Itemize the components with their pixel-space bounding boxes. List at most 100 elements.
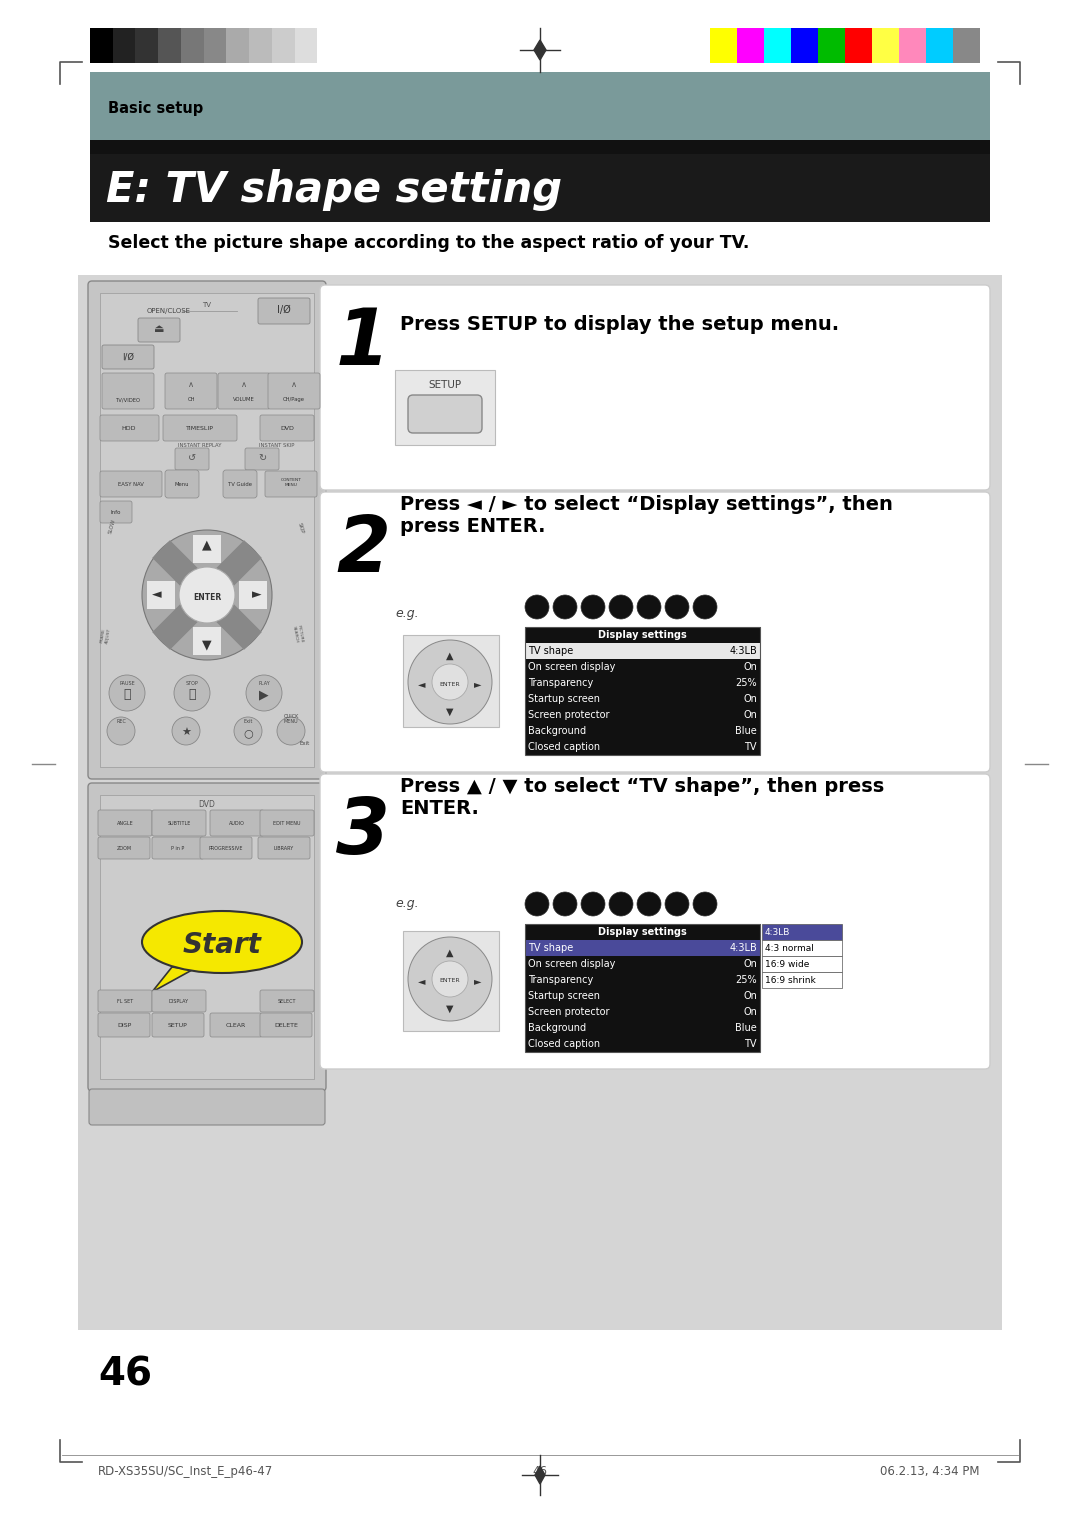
Circle shape xyxy=(581,892,605,915)
Circle shape xyxy=(172,717,200,746)
Text: Startup screen: Startup screen xyxy=(528,992,600,1001)
FancyBboxPatch shape xyxy=(260,1013,312,1038)
Text: SETUP: SETUP xyxy=(168,1024,188,1028)
FancyBboxPatch shape xyxy=(258,837,310,859)
Circle shape xyxy=(525,892,549,915)
Circle shape xyxy=(179,567,235,623)
Circle shape xyxy=(246,675,282,711)
Text: SKIP: SKIP xyxy=(297,521,305,533)
Text: ►: ► xyxy=(474,976,482,986)
Circle shape xyxy=(408,937,492,1021)
FancyBboxPatch shape xyxy=(100,501,132,523)
Text: HDD: HDD xyxy=(122,426,136,431)
Text: Background: Background xyxy=(528,1024,586,1033)
Bar xyxy=(227,28,249,63)
FancyBboxPatch shape xyxy=(163,416,237,442)
FancyBboxPatch shape xyxy=(152,1013,204,1038)
Bar xyxy=(525,723,760,740)
Bar xyxy=(239,581,267,610)
Bar xyxy=(90,141,990,154)
Text: CH/Page: CH/Page xyxy=(283,397,305,402)
Text: ▼: ▼ xyxy=(446,1004,454,1015)
Text: 46: 46 xyxy=(98,1355,152,1394)
Bar xyxy=(525,675,760,691)
Text: SLOW: SLOW xyxy=(108,518,117,533)
Bar xyxy=(112,28,135,63)
Text: ∧: ∧ xyxy=(241,380,247,390)
Text: CLEAR: CLEAR xyxy=(226,1024,246,1028)
Text: Blue: Blue xyxy=(735,726,757,736)
Bar xyxy=(764,28,791,63)
FancyBboxPatch shape xyxy=(89,1089,325,1125)
Text: On: On xyxy=(743,960,757,969)
Bar xyxy=(193,626,221,656)
Circle shape xyxy=(693,594,717,619)
Text: INSTANT REPLAY: INSTANT REPLAY xyxy=(178,443,221,448)
Text: On: On xyxy=(743,711,757,720)
Text: 3: 3 xyxy=(336,795,390,869)
Bar xyxy=(818,28,845,63)
Text: Startup screen: Startup screen xyxy=(528,694,600,704)
Text: ∧: ∧ xyxy=(291,380,297,390)
Text: SUBTITLE: SUBTITLE xyxy=(167,821,191,827)
FancyBboxPatch shape xyxy=(200,837,252,859)
Circle shape xyxy=(553,892,577,915)
Text: 25%: 25% xyxy=(735,975,757,986)
Text: 4:3LB: 4:3LB xyxy=(729,646,757,656)
Bar xyxy=(90,72,990,144)
FancyBboxPatch shape xyxy=(152,990,206,1012)
Text: ►: ► xyxy=(474,678,482,689)
Text: Closed caption: Closed caption xyxy=(528,743,600,752)
Bar xyxy=(204,28,227,63)
FancyBboxPatch shape xyxy=(98,1013,150,1038)
FancyBboxPatch shape xyxy=(175,448,210,471)
Text: AUDIO: AUDIO xyxy=(229,821,245,827)
Bar xyxy=(762,940,842,957)
FancyBboxPatch shape xyxy=(260,810,314,836)
Text: INSTANT SKIP: INSTANT SKIP xyxy=(259,443,295,448)
Bar xyxy=(525,989,760,1004)
Bar xyxy=(181,28,204,63)
Circle shape xyxy=(525,594,549,619)
Text: 1: 1 xyxy=(336,306,390,380)
Text: EDIT MENU: EDIT MENU xyxy=(273,821,300,827)
Circle shape xyxy=(693,892,717,915)
Bar xyxy=(525,972,760,989)
Bar xyxy=(525,707,760,723)
Bar xyxy=(90,28,112,63)
Text: ENTER: ENTER xyxy=(440,978,460,984)
Circle shape xyxy=(408,640,492,724)
Bar xyxy=(78,275,1002,1329)
Text: e.g.: e.g. xyxy=(395,897,419,911)
Text: LIBRARY: LIBRARY xyxy=(274,847,294,851)
Text: ▲: ▲ xyxy=(202,538,212,552)
Text: FL SET: FL SET xyxy=(117,999,133,1004)
Text: On: On xyxy=(743,992,757,1001)
Text: 16:9 shrink: 16:9 shrink xyxy=(765,976,815,986)
FancyBboxPatch shape xyxy=(320,492,990,772)
Bar xyxy=(318,28,340,63)
Polygon shape xyxy=(534,40,546,60)
Text: 06.2.13, 4:34 PM: 06.2.13, 4:34 PM xyxy=(880,1465,980,1478)
Bar xyxy=(845,28,872,63)
FancyBboxPatch shape xyxy=(152,810,206,836)
Text: EASY NAV: EASY NAV xyxy=(118,481,144,487)
Bar xyxy=(158,28,181,63)
Text: Exit: Exit xyxy=(300,741,310,746)
Bar xyxy=(926,28,953,63)
FancyBboxPatch shape xyxy=(320,286,990,490)
Text: ▼: ▼ xyxy=(202,639,212,651)
Bar xyxy=(249,28,272,63)
Bar xyxy=(135,28,158,63)
Text: ⏏: ⏏ xyxy=(153,324,164,335)
Bar xyxy=(525,924,760,1051)
FancyBboxPatch shape xyxy=(100,416,159,442)
Text: CONTENT
MENU: CONTENT MENU xyxy=(281,478,301,487)
FancyBboxPatch shape xyxy=(100,471,162,497)
Text: DELETE: DELETE xyxy=(274,1024,298,1028)
Text: 2: 2 xyxy=(336,512,390,588)
Text: ▲: ▲ xyxy=(446,947,454,958)
Polygon shape xyxy=(535,1465,545,1484)
Bar xyxy=(899,28,926,63)
Text: Display settings: Display settings xyxy=(597,927,687,937)
